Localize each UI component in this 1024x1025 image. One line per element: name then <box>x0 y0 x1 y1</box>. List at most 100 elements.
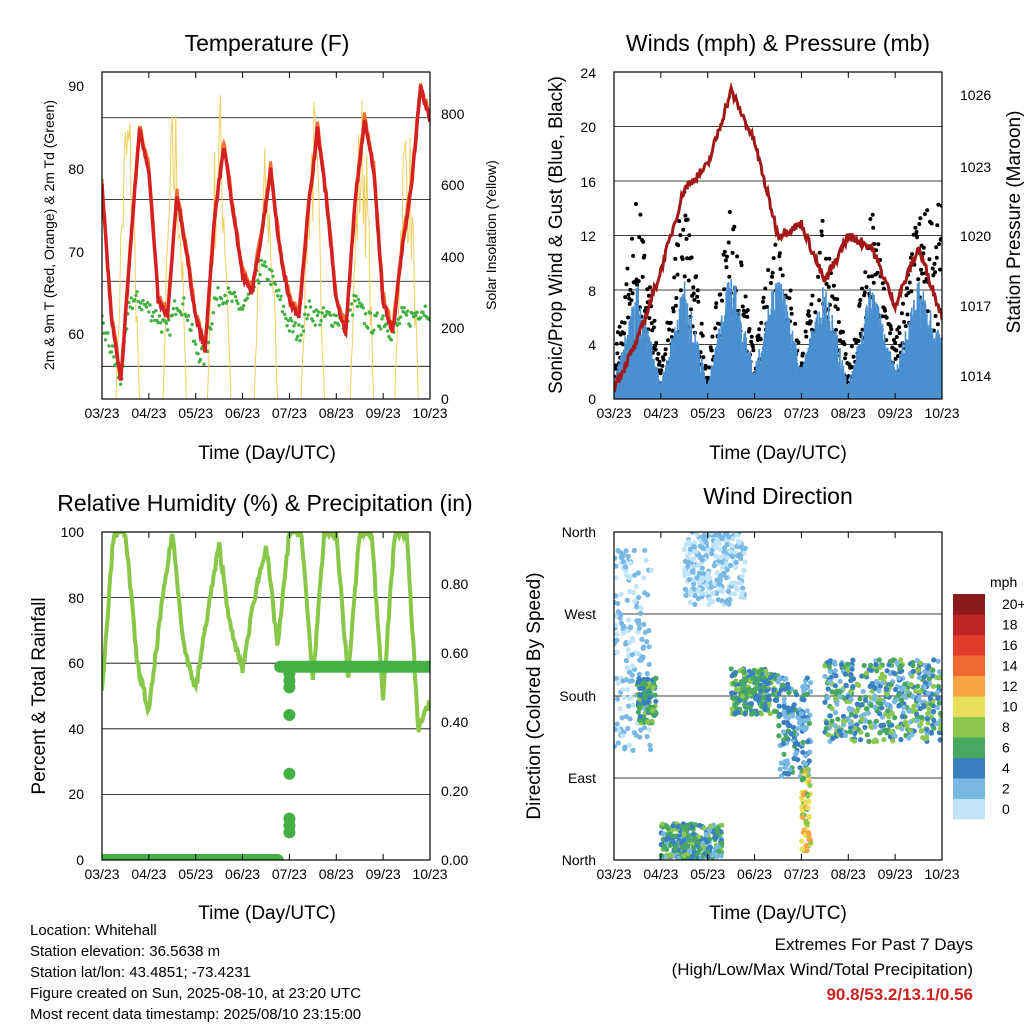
gust-point <box>745 308 750 313</box>
direction-point <box>872 724 878 730</box>
gust-point <box>645 287 650 292</box>
gust-point <box>651 325 656 330</box>
dewpoint-point <box>146 301 150 305</box>
dewpoint-point <box>139 301 143 305</box>
direction-point <box>851 738 857 744</box>
y2-tick-label: 0.00 <box>441 852 468 868</box>
direction-point <box>625 687 631 693</box>
direction-point <box>839 732 845 739</box>
dewpoint-point <box>421 310 425 314</box>
y-tick-label: South <box>559 688 596 704</box>
direction-point <box>746 704 752 711</box>
direction-point <box>832 668 838 674</box>
direction-point <box>777 711 783 718</box>
gust-point <box>714 301 719 306</box>
dewpoint-point <box>290 319 294 323</box>
direction-point <box>807 749 813 755</box>
gust-point <box>614 363 619 368</box>
legend-swatch <box>953 614 985 635</box>
gust-point <box>903 324 908 329</box>
gust-point <box>935 223 940 228</box>
dewpoint-point <box>158 321 163 325</box>
dewpoint-point <box>355 304 360 309</box>
y2-tick-label: 0.60 <box>441 645 468 661</box>
gust-point <box>624 282 629 287</box>
direction-point <box>923 680 929 686</box>
gust-point <box>722 287 727 292</box>
direction-point <box>689 532 695 535</box>
gust-point <box>623 295 628 300</box>
direction-point <box>822 673 828 679</box>
legend-swatch <box>953 655 985 676</box>
direction-point <box>781 704 787 710</box>
temperature-panel: Temperature (F) Time (Day/UTC) 2m & 9m T… <box>41 30 499 464</box>
dewpoint-point <box>257 281 261 285</box>
dewpoint-point <box>256 278 260 282</box>
plot-frame <box>101 531 431 861</box>
legend-swatch <box>953 717 985 738</box>
direction-point <box>614 622 619 628</box>
direction-point <box>883 686 890 692</box>
dewpoint-point <box>140 308 144 312</box>
dewpoint-point <box>336 323 341 327</box>
direction-point <box>696 834 702 840</box>
dewpoint-point <box>194 342 198 346</box>
direction-point <box>733 564 739 571</box>
direction-point <box>714 577 720 583</box>
dewpoint-point <box>402 306 406 310</box>
direction-point <box>825 686 831 692</box>
direction-point <box>781 696 787 702</box>
direction-point <box>866 738 872 745</box>
y-tick-label: 100 <box>61 524 85 540</box>
gust-point <box>666 338 670 343</box>
direction-point <box>668 852 675 859</box>
direction-point <box>675 824 681 830</box>
direction-point <box>806 813 812 819</box>
gust-point <box>663 347 668 352</box>
direction-point <box>641 621 647 628</box>
direction-point <box>731 680 737 686</box>
gust-point <box>819 229 824 234</box>
dewpoint-point <box>271 274 275 279</box>
direction-point <box>806 837 812 843</box>
gust-point <box>860 327 865 332</box>
gust-point <box>888 331 893 336</box>
dewpoint-point <box>219 296 224 301</box>
gust-point <box>654 340 659 345</box>
direction-point <box>876 688 882 694</box>
direction-point <box>692 601 698 608</box>
direction-point <box>848 724 854 730</box>
dewpoint-point <box>285 324 289 328</box>
dewpoint-point <box>174 312 178 317</box>
direction-point <box>661 831 667 837</box>
direction-point <box>879 671 885 677</box>
direction-point <box>629 652 635 658</box>
direction-point <box>876 696 883 702</box>
dewpoint-point <box>165 328 170 332</box>
y-tick-label: 0 <box>588 391 596 407</box>
direction-point <box>868 702 874 708</box>
gust-point <box>708 345 713 350</box>
gust-point <box>700 333 705 338</box>
dewpoint-point <box>119 382 123 386</box>
legend-title: mph <box>990 574 1017 590</box>
direction-point <box>638 727 644 733</box>
direction-point <box>776 733 782 739</box>
dewpoint-point <box>102 321 105 325</box>
gust-point <box>656 351 661 356</box>
x-tick-label: 09/23 <box>878 405 913 421</box>
gust-point <box>614 341 619 346</box>
direction-point <box>646 695 652 701</box>
figure-created: Figure created on Sun, 2025-08-10, at 23… <box>30 985 362 1002</box>
direction-point <box>614 675 619 681</box>
direction-point <box>614 593 619 599</box>
dewpoint-point <box>293 321 297 325</box>
direction-point <box>698 577 705 583</box>
dewpoint-point <box>192 339 197 343</box>
dewpoint-point <box>297 323 301 327</box>
direction-point <box>653 675 659 682</box>
x-tick-label: 10/23 <box>924 405 959 421</box>
dewpoint-point <box>360 303 364 307</box>
direction-point <box>835 716 841 722</box>
